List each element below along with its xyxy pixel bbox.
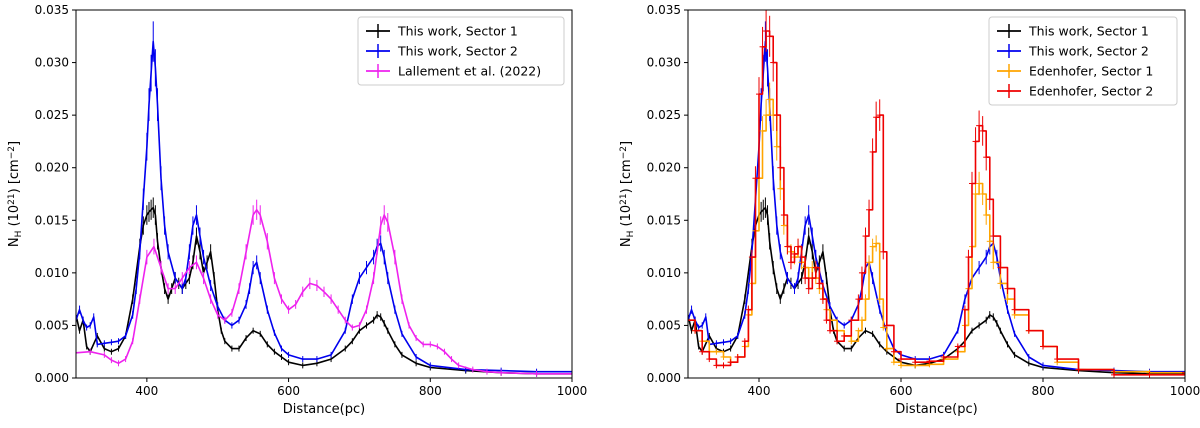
x-tick-label: 400 bbox=[748, 384, 771, 398]
legend-label: This work, Sector 2 bbox=[1028, 44, 1149, 59]
y-axis-label-part: ) [cm bbox=[619, 159, 634, 193]
x-tick-label: 800 bbox=[419, 384, 442, 398]
series-line-3 bbox=[76, 209, 572, 375]
legend-box bbox=[988, 16, 1178, 106]
series-group bbox=[688, 10, 1185, 378]
y-tick-label: 0.015 bbox=[647, 213, 681, 227]
x-tick-label: 1000 bbox=[1170, 384, 1200, 398]
y-axis-label-part: ] bbox=[7, 141, 22, 146]
legend-label: This work, Sector 1 bbox=[1028, 24, 1149, 39]
y-tick-label: 0.030 bbox=[647, 56, 681, 70]
y-tick-label: 0.015 bbox=[35, 213, 69, 227]
y-axis-label-part: 21 bbox=[7, 193, 17, 204]
legend: This work, Sector 1 This work, Sector 2 Ed… bbox=[988, 16, 1178, 106]
y-axis-label-part: H bbox=[14, 231, 24, 238]
y-axis-label-part: ) [cm bbox=[7, 159, 22, 193]
y-tick-label: 0.010 bbox=[35, 266, 69, 280]
y-tick-label: 0.020 bbox=[647, 161, 681, 175]
y-tick-label: 0.005 bbox=[35, 318, 69, 332]
x-tick-label: 600 bbox=[890, 384, 913, 398]
x-tick-label: 1000 bbox=[557, 384, 588, 398]
x-axis-label: Distance(pc) bbox=[283, 402, 365, 417]
y-axis-label-part: −2 bbox=[7, 146, 17, 159]
y-axis-label-part: N bbox=[619, 237, 634, 247]
series-line-1 bbox=[688, 206, 1185, 375]
y-tick-label: 0.030 bbox=[35, 56, 69, 70]
y-tick-label: 0.025 bbox=[647, 108, 681, 122]
chart-panel-2: 400 600 800 1000 0.000 0.005 0.010 0.015 0.020 0.… bbox=[619, 3, 1200, 417]
y-tick-label: 0.000 bbox=[647, 371, 681, 385]
y-axis-label-part: (10 bbox=[7, 205, 22, 231]
y-axis-label-part: 21 bbox=[619, 193, 629, 204]
y-axis-label-part: (10 bbox=[619, 205, 634, 231]
plot-frame bbox=[687, 9, 1186, 379]
y-tick-label: 0.020 bbox=[35, 161, 69, 175]
series-line-2 bbox=[688, 40, 1185, 373]
x-tick-label: 600 bbox=[277, 384, 300, 398]
y-tick-label: 0.025 bbox=[35, 108, 69, 122]
legend-box bbox=[357, 16, 565, 86]
x-axis-label: Distance(pc) bbox=[895, 402, 977, 417]
legend-label: This work, Sector 2 bbox=[397, 44, 518, 59]
y-tick-label: 0.035 bbox=[647, 3, 681, 17]
y-axis-label-part: −2 bbox=[619, 146, 629, 159]
x-tick-label: 800 bbox=[1032, 384, 1055, 398]
y-tick-label: 0.010 bbox=[647, 266, 681, 280]
legend-label: Edenhofer, Sector 2 bbox=[1029, 84, 1153, 99]
series-line-2 bbox=[76, 40, 572, 373]
series-group bbox=[76, 21, 572, 377]
legend: This work, Sector 1 This work, Sector 2 La… bbox=[357, 16, 565, 86]
legend-label: Edenhofer, Sector 1 bbox=[1029, 64, 1153, 79]
legend-label: Lallement et al. (2022) bbox=[398, 64, 541, 79]
y-axis-label: NH (1021) [cm−2] bbox=[619, 141, 636, 247]
x-tick-label: 400 bbox=[135, 384, 158, 398]
y-axis-label-part: N bbox=[7, 237, 22, 247]
plot-frame bbox=[75, 9, 573, 379]
y-axis-label: NH (1021) [cm−2] bbox=[7, 141, 24, 247]
y-axis-label-part: ] bbox=[619, 141, 634, 146]
y-tick-label: 0.005 bbox=[647, 318, 681, 332]
y-axis-label-part: H bbox=[626, 231, 636, 238]
y-tick-label: 0.035 bbox=[35, 3, 69, 17]
legend-label: This work, Sector 1 bbox=[397, 24, 518, 39]
chart-panel-1: 400 600 800 1000 0.000 0.005 0.010 0.015 0.020 0.… bbox=[7, 3, 587, 417]
y-tick-label: 0.000 bbox=[35, 371, 69, 385]
